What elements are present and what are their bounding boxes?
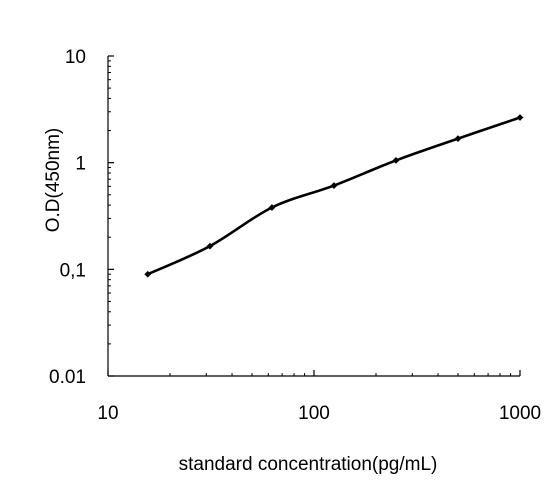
y-tick-label: 1 [75,154,86,175]
x-tick-label: 10 [97,403,118,424]
y-axis-label: O.D(450nm) [43,128,64,233]
x-tick-label: 1000 [499,403,541,424]
data-point [144,270,152,278]
x-axis-label: standard concentration(pg/mL) [179,454,438,475]
y-tick-label: 0.01 [49,367,86,388]
data-point [516,114,524,121]
data-point [268,204,276,211]
y-tick-label: 0,1 [60,260,86,281]
data-point [330,182,338,189]
x-tick-label: 100 [298,403,330,424]
series-line [147,116,521,276]
x-minor-ticks [169,373,512,376]
y-ticks: 10 1 0,1 0.01 [49,47,114,388]
x-ticks: 10 100 1000 [97,370,541,424]
data-point [206,242,214,250]
data-point [392,157,400,164]
series-group [144,114,524,278]
y-minor-ticks [108,60,111,345]
y-tick-label: 10 [65,47,86,68]
data-point [454,135,462,143]
